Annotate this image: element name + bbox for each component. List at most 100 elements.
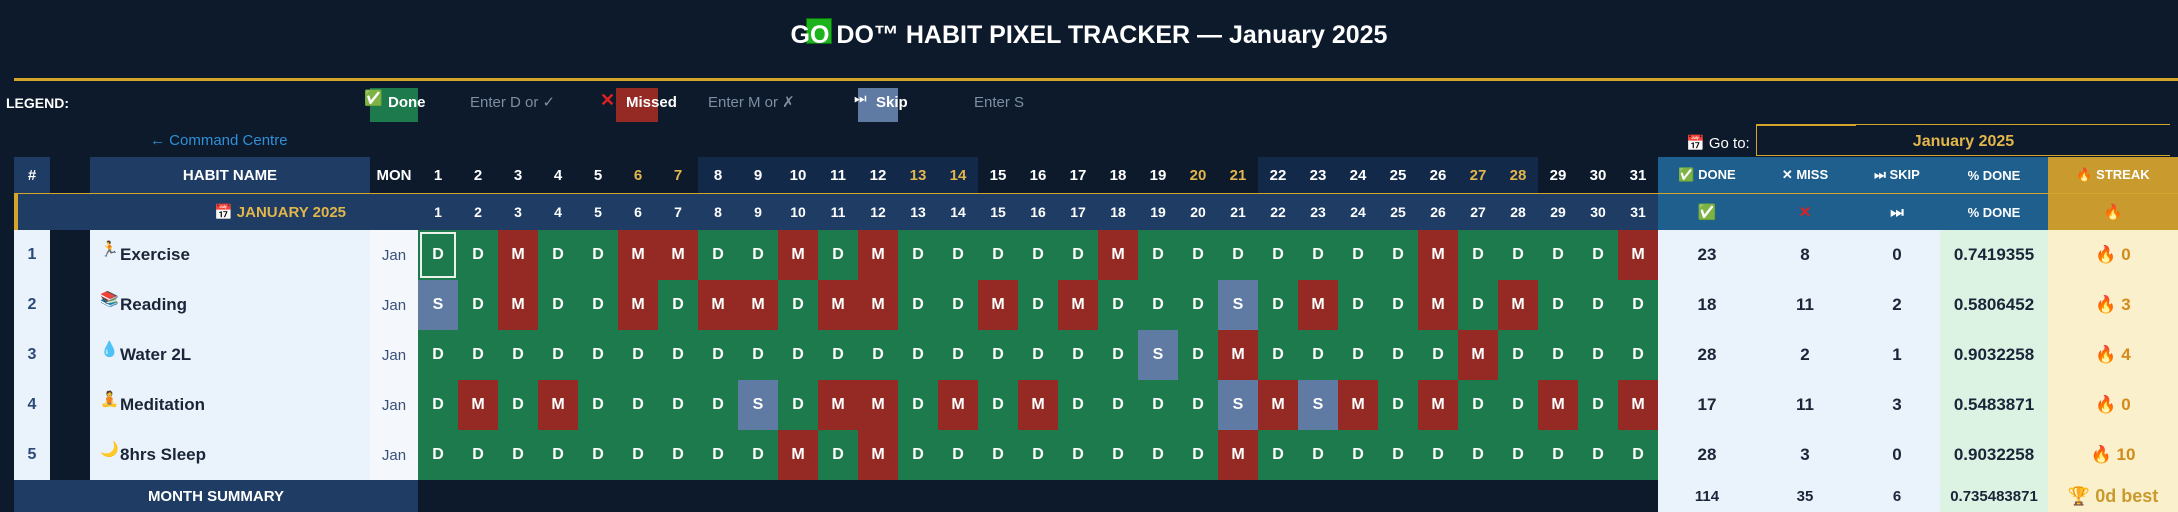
pixel-cell-day-6[interactable]: D — [618, 330, 658, 380]
pixel-cell-day-3[interactable]: D — [498, 430, 538, 480]
pixel-cell-day-22[interactable]: D — [1258, 280, 1298, 330]
pixel-cell-day-16[interactable]: D — [1018, 280, 1058, 330]
pixel-cell-day-28[interactable]: D — [1498, 230, 1538, 280]
habit-name[interactable]: 🏃 Exercise — [90, 230, 370, 280]
pixel-cell-day-14[interactable]: D — [938, 330, 978, 380]
pixel-cell-day-9[interactable]: D — [738, 230, 778, 280]
pixel-cell-day-24[interactable]: M — [1338, 380, 1378, 430]
pixel-cell-day-18[interactable]: D — [1098, 330, 1138, 380]
pixel-cell-day-23[interactable]: D — [1298, 430, 1338, 480]
pixel-cell-day-8[interactable]: D — [698, 330, 738, 380]
pixel-cell-day-6[interactable]: D — [618, 380, 658, 430]
pixel-cell-day-29[interactable]: D — [1538, 330, 1578, 380]
pixel-cell-day-5[interactable]: D — [578, 280, 618, 330]
pixel-cell-day-14[interactable]: D — [938, 280, 978, 330]
pixel-cell-day-11[interactable]: D — [818, 330, 858, 380]
pixel-cell-day-27[interactable]: D — [1458, 230, 1498, 280]
pixel-cell-day-27[interactable]: D — [1458, 430, 1498, 480]
pixel-cell-day-23[interactable]: D — [1298, 330, 1338, 380]
pixel-cell-day-19[interactable]: D — [1138, 430, 1178, 480]
pixel-cell-day-2[interactable]: D — [458, 280, 498, 330]
pixel-cell-day-3[interactable]: M — [498, 280, 538, 330]
pixel-cell-day-5[interactable]: D — [578, 230, 618, 280]
pixel-cell-day-10[interactable]: M — [778, 430, 818, 480]
pixel-cell-day-18[interactable]: D — [1098, 430, 1138, 480]
pixel-cell-day-13[interactable]: D — [898, 230, 938, 280]
pixel-cell-day-8[interactable]: D — [698, 230, 738, 280]
pixel-cell-day-5[interactable]: D — [578, 330, 618, 380]
pixel-cell-day-1[interactable]: D — [418, 330, 458, 380]
pixel-cell-day-10[interactable]: D — [778, 280, 818, 330]
pixel-cell-day-19[interactable]: D — [1138, 380, 1178, 430]
pixel-cell-day-22[interactable]: D — [1258, 230, 1298, 280]
pixel-cell-day-15[interactable]: M — [978, 280, 1018, 330]
pixel-cell-day-31[interactable]: D — [1618, 430, 1658, 480]
pixel-cell-day-29[interactable]: D — [1538, 230, 1578, 280]
pixel-cell-day-16[interactable]: D — [1018, 330, 1058, 380]
pixel-cell-day-1[interactable]: D — [418, 230, 458, 280]
pixel-cell-day-14[interactable]: M — [938, 380, 978, 430]
pixel-cell-day-13[interactable]: D — [898, 430, 938, 480]
pixel-cell-day-21[interactable]: D — [1218, 230, 1258, 280]
pixel-cell-day-20[interactable]: D — [1178, 430, 1218, 480]
pixel-cell-day-25[interactable]: D — [1378, 380, 1418, 430]
pixel-cell-day-22[interactable]: D — [1258, 330, 1298, 380]
pixel-cell-day-31[interactable]: D — [1618, 330, 1658, 380]
pixel-cell-day-22[interactable]: D — [1258, 430, 1298, 480]
habit-name[interactable]: 🌙 8hrs Sleep — [90, 430, 370, 480]
pixel-cell-day-27[interactable]: M — [1458, 330, 1498, 380]
pixel-cell-day-25[interactable]: D — [1378, 330, 1418, 380]
pixel-cell-day-21[interactable]: M — [1218, 330, 1258, 380]
pixel-cell-day-9[interactable]: D — [738, 430, 778, 480]
pixel-cell-day-15[interactable]: D — [978, 230, 1018, 280]
pixel-cell-day-9[interactable]: M — [738, 280, 778, 330]
pixel-cell-day-26[interactable]: D — [1418, 330, 1458, 380]
pixel-cell-day-27[interactable]: D — [1458, 280, 1498, 330]
pixel-cell-day-27[interactable]: D — [1458, 380, 1498, 430]
pixel-cell-day-14[interactable]: D — [938, 430, 978, 480]
pixel-cell-day-4[interactable]: D — [538, 430, 578, 480]
pixel-cell-day-7[interactable]: M — [658, 230, 698, 280]
pixel-cell-day-13[interactable]: D — [898, 280, 938, 330]
pixel-cell-day-12[interactable]: M — [858, 430, 898, 480]
pixel-cell-day-29[interactable]: D — [1538, 430, 1578, 480]
pixel-cell-day-5[interactable]: D — [578, 380, 618, 430]
pixel-cell-day-4[interactable]: D — [538, 230, 578, 280]
pixel-cell-day-1[interactable]: S — [418, 280, 458, 330]
pixel-cell-day-7[interactable]: D — [658, 330, 698, 380]
pixel-cell-day-1[interactable]: D — [418, 380, 458, 430]
pixel-cell-day-30[interactable]: D — [1578, 330, 1618, 380]
pixel-cell-day-8[interactable]: M — [698, 280, 738, 330]
pixel-cell-day-18[interactable]: D — [1098, 280, 1138, 330]
pixel-cell-day-30[interactable]: D — [1578, 230, 1618, 280]
pixel-cell-day-12[interactable]: D — [858, 330, 898, 380]
pixel-cell-day-17[interactable]: D — [1058, 230, 1098, 280]
pixel-cell-day-13[interactable]: D — [898, 330, 938, 380]
pixel-cell-day-9[interactable]: S — [738, 380, 778, 430]
pixel-cell-day-20[interactable]: D — [1178, 230, 1218, 280]
habit-name[interactable]: 🧘 Meditation — [90, 380, 370, 430]
pixel-cell-day-18[interactable]: D — [1098, 380, 1138, 430]
pixel-cell-day-9[interactable]: D — [738, 330, 778, 380]
pixel-cell-day-16[interactable]: M — [1018, 380, 1058, 430]
pixel-cell-day-10[interactable]: D — [778, 380, 818, 430]
pixel-cell-day-17[interactable]: D — [1058, 330, 1098, 380]
pixel-cell-day-19[interactable]: S — [1138, 330, 1178, 380]
pixel-cell-day-12[interactable]: M — [858, 280, 898, 330]
pixel-cell-day-11[interactable]: M — [818, 380, 858, 430]
pixel-cell-day-3[interactable]: M — [498, 230, 538, 280]
pixel-cell-day-4[interactable]: D — [538, 280, 578, 330]
pixel-cell-day-2[interactable]: D — [458, 430, 498, 480]
pixel-cell-day-28[interactable]: D — [1498, 380, 1538, 430]
pixel-cell-day-17[interactable]: D — [1058, 380, 1098, 430]
pixel-cell-day-25[interactable]: D — [1378, 430, 1418, 480]
pixel-cell-day-11[interactable]: D — [818, 230, 858, 280]
pixel-cell-day-28[interactable]: D — [1498, 430, 1538, 480]
pixel-cell-day-15[interactable]: D — [978, 330, 1018, 380]
pixel-cell-day-5[interactable]: D — [578, 430, 618, 480]
pixel-cell-day-31[interactable]: M — [1618, 230, 1658, 280]
pixel-cell-day-15[interactable]: D — [978, 430, 1018, 480]
pixel-cell-day-13[interactable]: D — [898, 380, 938, 430]
goto-month-select[interactable]: January 2025 — [1756, 124, 2170, 156]
pixel-cell-day-4[interactable]: D — [538, 330, 578, 380]
